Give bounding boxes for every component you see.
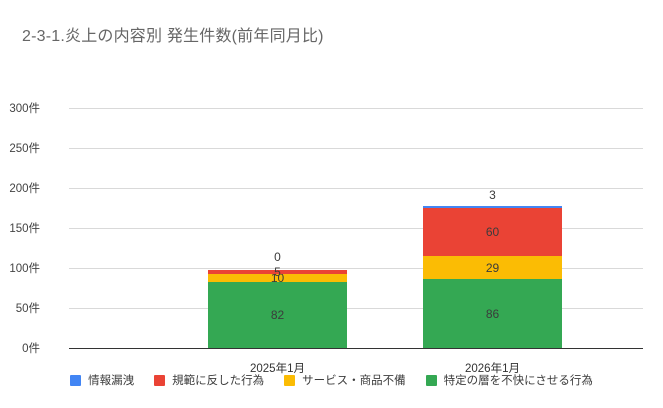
y-axis-tick-label: 100件 <box>9 263 40 275</box>
bar-segment[interactable] <box>423 208 562 256</box>
bar-segment[interactable] <box>423 256 562 280</box>
x-axis-baseline <box>69 348 643 349</box>
legend-label: 規範に反した行為 <box>172 375 265 387</box>
x-axis-tick-label: 2025年1月 <box>250 363 305 375</box>
plot-area: 0件 50件 100件 150件 200件 250件 300件 82 10 5 0 2025年1月 8… <box>9 103 643 375</box>
bar-segment[interactable] <box>423 205 562 208</box>
legend-swatch-yellow-icon <box>284 374 296 386</box>
legend-swatch-green-icon <box>425 374 437 386</box>
y-gridlines: 0件 50件 100件 150件 200件 250件 300件 <box>9 103 643 355</box>
chart-legend: 情報漏洩 規範に反した行為 サービス・商品不備 特定の層を不快にさせる行為 <box>0 372 663 388</box>
legend-swatch-blue-icon <box>70 374 82 386</box>
chart-title: 2-3-1.炎上の内容別 発生件数(前年同月比) <box>22 28 324 45</box>
bar-segment[interactable] <box>423 279 562 348</box>
gridline-150 <box>69 228 643 229</box>
bar-segment[interactable] <box>208 274 347 283</box>
bar-group[interactable]: 82 10 5 0 <box>208 108 347 348</box>
y-axis-tick-label: 250件 <box>9 143 40 155</box>
legend-label: サービス・商品不備 <box>302 375 406 387</box>
legend-item[interactable]: サービス・商品不備 <box>284 372 406 388</box>
bar-group[interactable]: 86 29 60 3 <box>423 108 562 348</box>
bar-segment[interactable] <box>208 282 347 348</box>
legend-swatch-red-icon <box>154 374 166 386</box>
legend-label: 特定の層を不快にさせる行為 <box>443 375 593 387</box>
gridline-100 <box>69 268 643 269</box>
gridline-50 <box>69 308 643 309</box>
stacked-bar[interactable]: 82 10 5 0 <box>208 108 347 348</box>
y-axis-tick-label: 300件 <box>9 103 40 115</box>
legend-label: 情報漏洩 <box>88 375 135 387</box>
legend-item[interactable]: 特定の層を不快にさせる行為 <box>425 372 593 388</box>
y-axis-tick-label: 0件 <box>22 343 40 355</box>
bar-value-label: 0 <box>274 250 281 265</box>
legend-item[interactable]: 規範に反した行為 <box>154 372 264 388</box>
legend-item[interactable]: 情報漏洩 <box>70 372 134 388</box>
x-axis-tick-label: 2026年1月 <box>465 363 520 375</box>
bar-segment[interactable] <box>208 270 347 275</box>
bars-layer: 82 10 5 0 2025年1月 86 29 60 3 2026年1月 <box>69 108 643 375</box>
y-axis-tick-label: 200件 <box>9 183 40 195</box>
gridline-300 <box>69 108 643 109</box>
y-axis-tick-label: 150件 <box>9 223 40 235</box>
stacked-bar[interactable]: 86 29 60 3 <box>423 108 562 348</box>
bar-value-label: 3 <box>489 187 496 202</box>
y-axis-tick-label: 50件 <box>15 303 40 315</box>
gridline-250 <box>69 148 643 149</box>
gridline-200 <box>69 188 643 189</box>
